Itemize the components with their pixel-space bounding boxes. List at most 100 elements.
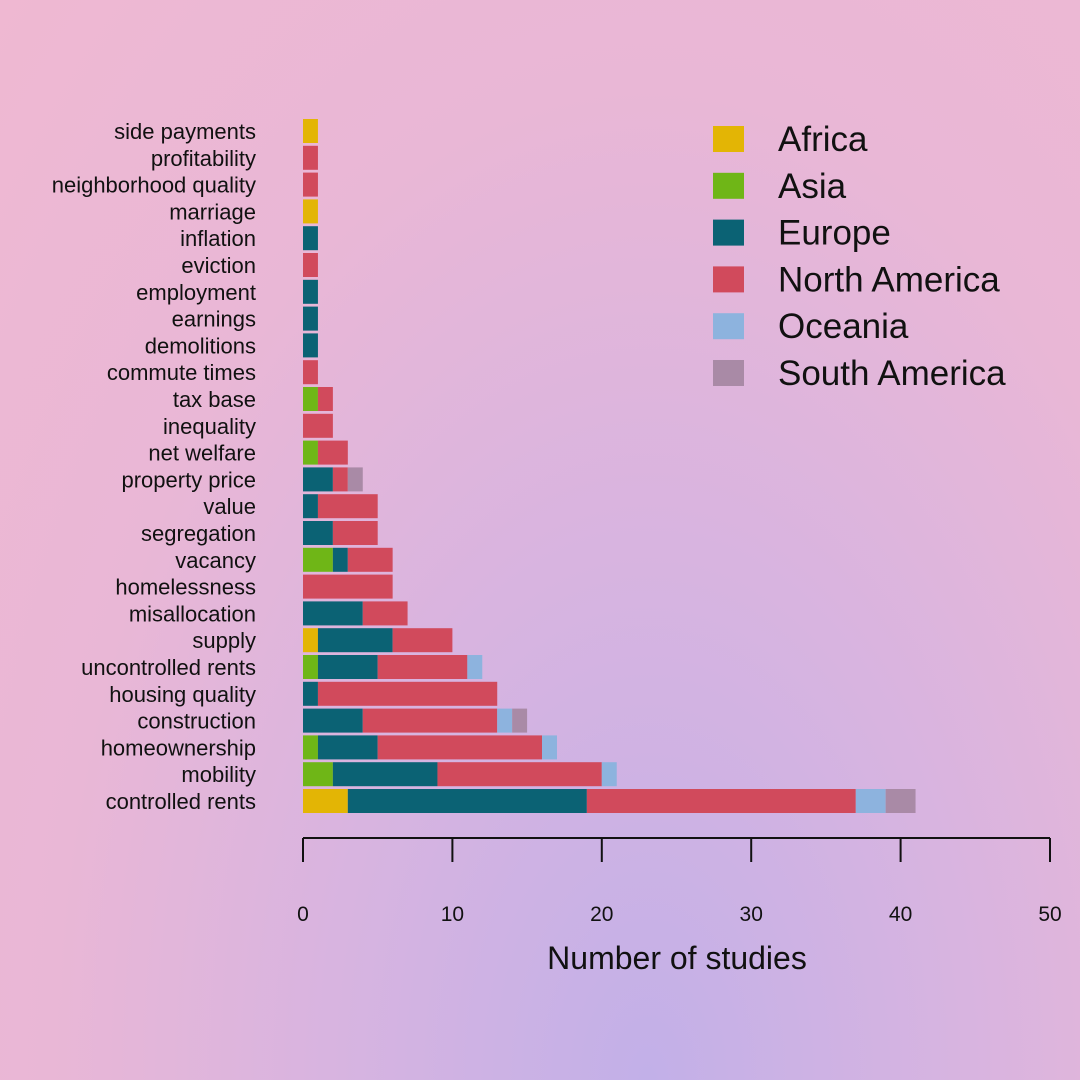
x-tick-label-0: 0	[297, 903, 309, 926]
x-tick-label-10: 10	[441, 903, 464, 926]
bar-controlled-rents-north-america	[586, 789, 856, 813]
category-label-profitability: profitability	[151, 146, 256, 171]
bar-homeownership-north-america	[377, 735, 543, 760]
category-label-misallocation: misallocation	[129, 601, 256, 626]
bar-homeownership-asia	[303, 735, 318, 760]
bars-group	[303, 119, 916, 813]
legend-label-north-america: North America	[778, 260, 1000, 299]
bar-tax-base-asia	[303, 387, 318, 411]
bar-vacancy-north-america	[347, 547, 393, 572]
bar-neighborhood-quality-north-america	[303, 172, 318, 197]
category-label-net-welfare: net welfare	[148, 441, 256, 466]
bar-inequality-north-america	[303, 413, 333, 438]
bar-side-payments-africa	[303, 119, 318, 143]
bar-supply-europe	[317, 628, 393, 653]
legend-label-africa: Africa	[778, 120, 868, 159]
bar-employment-europe	[303, 279, 318, 304]
bar-controlled-rents-europe	[347, 789, 587, 813]
category-label-neighborhood-quality: neighborhood quality	[52, 173, 256, 198]
legend-label-asia: Asia	[778, 167, 847, 206]
category-label-employment: employment	[136, 280, 256, 305]
x-tick-label-30: 30	[740, 903, 763, 926]
bar-construction-europe	[303, 708, 363, 733]
legend-swatch-africa	[713, 126, 744, 152]
category-label-tax-base: tax base	[173, 387, 256, 412]
bar-segregation-north-america	[332, 521, 378, 545]
x-axis-title: Number of studies	[547, 940, 807, 976]
bar-homelessness-north-america	[303, 574, 393, 599]
bar-value-europe	[303, 494, 318, 519]
bar-construction-south-america	[512, 708, 528, 733]
bar-demolitions-europe	[303, 333, 318, 358]
legend-label-europe: Europe	[778, 214, 891, 253]
x-axis: 0 10 20 30 40 50	[297, 837, 1062, 926]
bar-tax-base-north-america	[317, 387, 333, 411]
category-label-inflation: inflation	[180, 226, 256, 251]
bar-commute-times-north-america	[303, 360, 318, 385]
category-label-controlled-rents: controlled rents	[106, 789, 256, 814]
bar-inflation-europe	[303, 226, 318, 251]
bar-housing-quality-europe	[303, 681, 318, 706]
bar-net-welfare-asia	[303, 440, 318, 465]
legend-swatch-europe	[713, 219, 744, 246]
bar-supply-africa	[303, 628, 318, 653]
category-label-inequality: inequality	[163, 414, 256, 439]
category-label-earnings: earnings	[172, 307, 256, 332]
legend-swatch-oceania	[713, 313, 744, 340]
category-label-uncontrolled-rents: uncontrolled rents	[81, 655, 256, 680]
category-label-demolitions: demolitions	[145, 333, 256, 358]
x-tick-label-40: 40	[889, 903, 912, 926]
x-tick-label-50: 50	[1038, 903, 1061, 926]
bar-net-welfare-north-america	[317, 440, 348, 465]
category-label-construction: construction	[137, 709, 256, 734]
bar-vacancy-europe	[332, 547, 348, 572]
bar-supply-north-america	[392, 628, 453, 653]
legend-label-south-america: South America	[778, 354, 1006, 393]
legend-swatch-south-america	[713, 360, 744, 386]
bar-marriage-africa	[303, 199, 318, 224]
legend: Africa Asia Europe North America Oceania Sout…	[713, 120, 1006, 393]
bar-earnings-europe	[303, 306, 318, 331]
bar-controlled-rents-oceania	[855, 789, 886, 813]
category-label-homelessness: homelessness	[115, 575, 256, 600]
bar-mobility-oceania	[601, 762, 617, 787]
bar-property-price-europe	[303, 467, 333, 492]
bar-uncontrolled-rents-europe	[317, 655, 378, 679]
category-label-eviction: eviction	[181, 253, 256, 278]
category-label-housing-quality: housing quality	[109, 682, 256, 707]
bar-uncontrolled-rents-north-america	[377, 655, 468, 679]
category-label-commute-times: commute times	[107, 360, 256, 385]
category-label-segregation: segregation	[141, 521, 256, 546]
bar-homeownership-europe	[317, 735, 378, 760]
bar-mobility-europe	[332, 762, 438, 787]
category-label-value: value	[203, 494, 256, 519]
bar-eviction-north-america	[303, 253, 318, 277]
legend-swatch-asia	[713, 172, 744, 199]
x-tick-label-20: 20	[590, 903, 613, 926]
bar-misallocation-north-america	[362, 601, 408, 626]
legend-swatch-north-america	[713, 266, 744, 293]
bar-uncontrolled-rents-oceania	[467, 655, 483, 679]
bar-vacancy-asia	[303, 547, 333, 572]
bar-property-price-south-america	[347, 467, 363, 492]
legend-label-oceania: Oceania	[778, 307, 909, 346]
bar-property-price-north-america	[332, 467, 348, 492]
category-label-supply: supply	[192, 628, 256, 653]
bar-construction-oceania	[497, 708, 513, 733]
bar-misallocation-europe	[303, 601, 363, 626]
category-label-vacancy: vacancy	[175, 548, 256, 573]
bar-profitability-north-america	[303, 145, 318, 170]
category-label-property-price: property price	[121, 467, 256, 492]
bar-mobility-north-america	[437, 762, 602, 787]
bar-mobility-asia	[303, 762, 333, 787]
bar-segregation-europe	[303, 521, 333, 545]
category-label-side-payments: side payments	[114, 119, 256, 144]
bar-homeownership-oceania	[542, 735, 557, 760]
bar-construction-north-america	[362, 708, 498, 733]
bar-controlled-rents-africa	[303, 789, 348, 813]
bar-value-north-america	[317, 494, 378, 519]
category-label-mobility: mobility	[181, 762, 256, 787]
bar-uncontrolled-rents-asia	[303, 655, 318, 679]
